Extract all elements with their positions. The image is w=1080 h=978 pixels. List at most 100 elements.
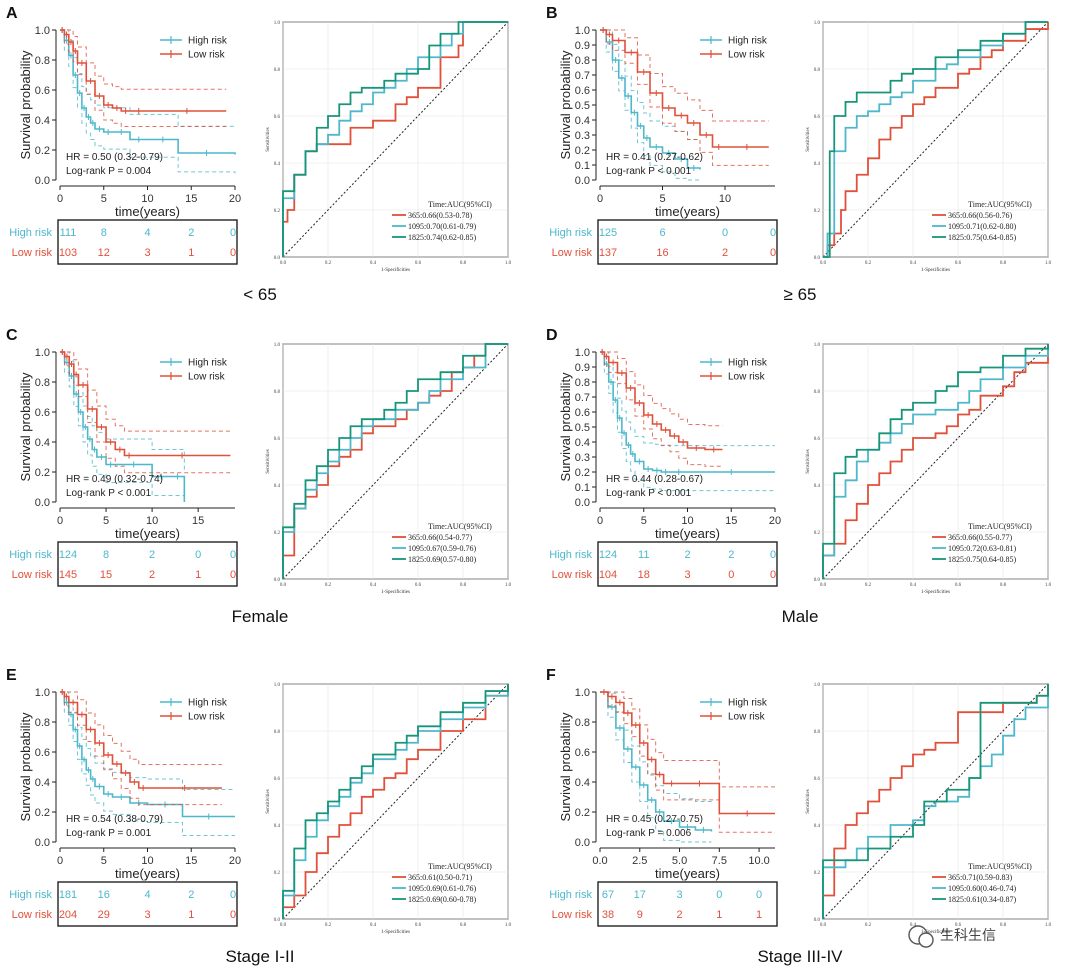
risk-row-label: High risk <box>549 889 592 901</box>
risk-count: 9 <box>637 909 643 921</box>
km-legend: High risk Low risk <box>160 698 228 723</box>
km-curve-high-risk <box>60 351 186 502</box>
km-legend: High risk Low risk <box>160 36 228 61</box>
roc-y-tick-label: 0.8 <box>274 390 281 395</box>
roc-x-tick-label: 0.4 <box>910 583 917 588</box>
km-curve-low-risk <box>600 29 769 148</box>
roc-x-tick-label: 0.8 <box>1000 923 1007 928</box>
km-y-label: Survival probability <box>18 50 33 160</box>
roc-y-tick-label: 0.6 <box>814 437 821 442</box>
panel-a: A0.00.20.40.60.81.00 5 10 15 20time(years)Su… <box>6 5 512 304</box>
km-x-tick-label: 5 <box>659 193 665 205</box>
roc-y-label: Sensitivities <box>806 127 811 152</box>
km-plot: 0.0 0.1 0.2 0.3 0.4 0.5 0.6 0.7 0.8 0.9 1.0 0 5 10tim… <box>558 25 775 219</box>
roc-y-tick-label: 0.2 <box>814 209 821 214</box>
km-logrank-text: Log-rank P < 0.001 <box>606 166 692 177</box>
risk-table: High risk 124 8 2 0 0 Low risk 145 15 2 1 0 <box>9 541 238 587</box>
roc-legend-label: 365:0.61(0.50-0.71) <box>408 873 473 882</box>
risk-table: High risk 125 6 0 0 Low risk 137 16 2 0 <box>549 219 778 265</box>
risk-count: 104 <box>599 569 617 581</box>
roc-y-tick-label: 0.2 <box>814 531 821 536</box>
risk-count: 0 <box>728 569 734 581</box>
km-y-tick-label: 0.3 <box>575 452 590 464</box>
km-ci-lower-low <box>600 29 769 166</box>
km-x-tick-label: 0 <box>57 855 63 867</box>
roc-x-tick-label: 0.8 <box>460 261 467 266</box>
km-x-tick-label: 10.0 <box>748 855 769 867</box>
km-hr-text: HR = 0.54 (0.38-0.79) <box>66 814 163 825</box>
km-y-tick-label: 1.0 <box>35 25 50 37</box>
km-y-tick-label: 0.4 <box>35 437 50 449</box>
km-curve-high-risk <box>600 691 713 832</box>
roc-y-tick-label: 0.0 <box>814 918 821 923</box>
km-plot: 0.0 0.1 0.2 0.3 0.4 0.5 0.6 0.7 0.8 0.9 1.0 0 5 10 15 2… <box>558 347 781 541</box>
km-legend: High risk Low risk <box>700 358 768 383</box>
km-hr-text: HR = 0.50 (0.32-0.79) <box>66 152 163 163</box>
km-y-tick-label: 0.6 <box>575 407 590 419</box>
roc-x-tick-label: 0.6 <box>955 261 962 266</box>
km-ci-upper-low <box>600 29 769 122</box>
km-y-tick-label: 0.1 <box>575 160 590 172</box>
roc-legend-label: 1095:0.71(0.62-0.80) <box>948 222 1017 231</box>
risk-count: 2 <box>728 549 734 561</box>
roc-x-tick-label: 0.0 <box>280 923 287 928</box>
risk-row-label: Low risk <box>12 247 53 259</box>
risk-count: 15 <box>100 569 112 581</box>
km-y-tick-label: 0.9 <box>575 40 590 52</box>
risk-count: 181 <box>59 889 77 901</box>
roc-y-tick-label: 0.4 <box>274 162 281 167</box>
risk-count: 124 <box>59 549 77 561</box>
roc-legend-label: 1095:0.70(0.61-0.79) <box>408 222 477 231</box>
roc-y-tick-label: 0.8 <box>274 730 281 735</box>
panel-letter: E <box>6 667 17 684</box>
roc-y-tick-label: 0.0 <box>814 578 821 583</box>
km-y-tick-label: 0.2 <box>575 807 590 819</box>
roc-legend-label: 365:0.66(0.53-0.78) <box>408 211 473 220</box>
km-ci-lower-high <box>600 691 712 843</box>
km-legend-label: Low risk <box>188 50 226 61</box>
roc-curve-365 <box>822 684 1049 919</box>
km-curve-low-risk <box>60 691 222 789</box>
km-plot: 0.0 0.2 0.4 0.6 0.8 1.0 0.0 2.5 5.0 7.5 10.0 time(y… <box>558 687 775 881</box>
km-legend-label: Low risk <box>188 372 226 383</box>
km-x-tick-label: 10 <box>141 193 153 205</box>
roc-x-tick-label: 0.6 <box>415 923 422 928</box>
km-legend-label: High risk <box>188 698 228 709</box>
roc-y-label: Sensitivities <box>266 789 271 814</box>
roc-x-tick-label: 0.4 <box>370 261 377 266</box>
km-x-tick-label: 5 <box>101 855 107 867</box>
roc-x-tick-label: 0.0 <box>280 583 287 588</box>
roc-x-tick-label: 0.4 <box>370 923 377 928</box>
risk-count: 0 <box>230 909 236 921</box>
panel-letter: A <box>6 5 18 22</box>
roc-legend-title: Time:AUC(95%CI) <box>428 200 492 209</box>
risk-count: 4 <box>144 227 150 239</box>
km-x-tick-label: 15 <box>192 515 204 527</box>
km-y-tick-label: 0.6 <box>35 407 50 419</box>
roc-curve-365 <box>823 22 1049 258</box>
km-logrank-text: Log-rank P = 0.004 <box>66 166 152 177</box>
roc-curve-1825 <box>822 344 1049 579</box>
risk-table-frame <box>597 881 778 927</box>
roc-y-tick-label: 0.0 <box>274 578 281 583</box>
risk-count: 1 <box>756 909 762 921</box>
risk-count: 38 <box>602 909 614 921</box>
risk-table-frame <box>597 219 778 265</box>
roc-curve-1825 <box>282 343 508 579</box>
km-ci-upper-low <box>60 691 222 765</box>
km-y-label: Survival probability <box>18 712 33 822</box>
km-x-tick-label: 20 <box>229 855 241 867</box>
roc-y-tick-label: 0.6 <box>814 777 821 782</box>
km-y-tick-label: 0.2 <box>35 145 50 157</box>
km-y-tick-label: 0.0 <box>35 175 50 187</box>
risk-count: 2 <box>188 889 194 901</box>
km-x-tick-label: 10 <box>681 515 693 527</box>
risk-count: 4 <box>144 889 150 901</box>
km-y-tick-label: 0.0 <box>35 837 50 849</box>
roc-legend-label: 1825:0.74(0.62-0.85) <box>408 233 477 242</box>
km-y-tick-label: 0.9 <box>575 362 590 374</box>
roc-plot: 0.0 0.2 0.4 0.6 0.8 1.0 0.0 0.2 0.4 0.6 0.8 1.0 1-Sp… <box>806 21 1052 273</box>
km-hr-text: HR = 0.45 (0.27-0.75) <box>606 814 703 825</box>
risk-count: 204 <box>59 909 77 921</box>
km-x-tick-label: 5 <box>101 193 107 205</box>
